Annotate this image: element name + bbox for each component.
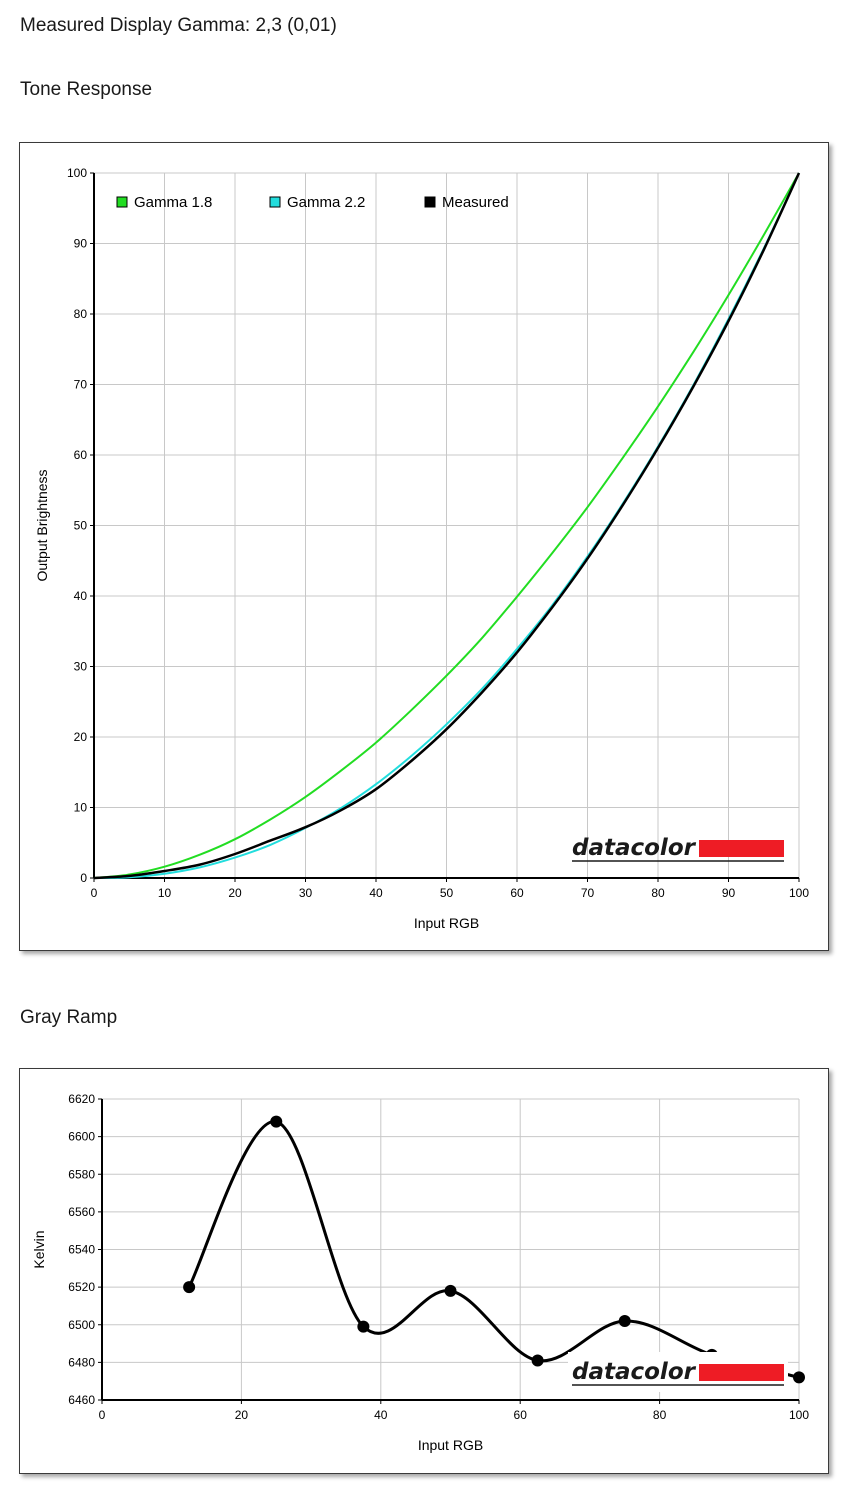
y-tick-label: 100 xyxy=(67,166,87,180)
kelvin-point-2 xyxy=(270,1115,283,1128)
x-tick-label: 20 xyxy=(228,886,242,900)
y-tick-label: 6480 xyxy=(68,1355,95,1369)
y-tick-label: 6580 xyxy=(68,1167,95,1181)
legend-label-2: Gamma 2.2 xyxy=(287,194,365,211)
y-axis-title: Kelvin xyxy=(31,1230,47,1268)
x-tick-label: 80 xyxy=(653,1408,667,1422)
x-tick-label: 30 xyxy=(299,886,313,900)
y-tick-label: 80 xyxy=(74,307,88,321)
gray-ramp-chart: 0 20 40 60 80 100 6460 6480 6500 6520 6540 6560 6580… xyxy=(19,1068,829,1474)
legend-swatch-1 xyxy=(116,196,128,208)
y-tick-label: 6620 xyxy=(68,1092,95,1106)
y-tick-label: 6540 xyxy=(68,1243,95,1257)
y-tick-label: 6500 xyxy=(68,1318,95,1332)
gray-ramp-svg: 0 20 40 60 80 100 6460 6480 6500 6520 6540 6560 6580… xyxy=(31,1092,809,1453)
x-tick-label: 10 xyxy=(158,886,172,900)
legend-label-3: Measured xyxy=(442,194,509,211)
y-tick-label: 6560 xyxy=(68,1205,95,1219)
y-tick-label: 6460 xyxy=(68,1393,95,1407)
kelvin-point-5 xyxy=(531,1354,544,1367)
x-tick-label: 80 xyxy=(651,886,665,900)
x-tick-label: 90 xyxy=(722,886,736,900)
series-line-1 xyxy=(93,172,800,879)
x-axis-title: Input RGB xyxy=(418,1437,483,1453)
kelvin-point-8 xyxy=(793,1371,805,1384)
datacolor-logo-bar xyxy=(699,840,784,857)
y-tick-label: 0 xyxy=(80,871,87,885)
y-axis-title: Output Brightness xyxy=(34,469,50,581)
y-tick-label: 6600 xyxy=(68,1130,95,1144)
x-tick-label: 100 xyxy=(789,886,809,900)
y-tick-label: 60 xyxy=(74,448,88,462)
x-tick-label: 20 xyxy=(235,1408,249,1422)
gray-ramp-title: Gray Ramp xyxy=(20,1007,118,1028)
y-tick-label: 50 xyxy=(74,519,88,533)
x-tick-label: 40 xyxy=(369,886,383,900)
y-tick-label: 40 xyxy=(74,589,88,603)
tone-response-chart: 0 10 20 30 40 50 60 70 80 90 100 0 10 20 30 40 50 60 70 80 9… xyxy=(19,142,829,951)
datacolor-logo-text: datacolor xyxy=(572,1359,697,1385)
kelvin-point-1 xyxy=(183,1281,196,1294)
x-tick-label: 60 xyxy=(510,886,524,900)
x-tick-label: 60 xyxy=(514,1408,528,1422)
tone-response-svg: 0 10 20 30 40 50 60 70 80 90 100 0 10 20 30 40 50 60 70 80 9… xyxy=(34,166,809,931)
kelvin-point-6 xyxy=(618,1314,631,1327)
legend-swatch-3 xyxy=(424,196,436,208)
x-tick-label: 70 xyxy=(581,886,595,900)
measured-gamma-heading: Measured Display Gamma: 2,3 (0,01) xyxy=(20,15,337,36)
y-tick-label: 30 xyxy=(74,660,88,674)
kelvin-point-3 xyxy=(357,1320,370,1333)
y-tick-label: 10 xyxy=(74,801,88,815)
x-tick-label: 100 xyxy=(789,1408,809,1422)
x-tick-label: 0 xyxy=(99,1408,106,1422)
x-axis-title: Input RGB xyxy=(414,915,479,931)
y-tick-label: 6520 xyxy=(68,1280,95,1294)
y-tick-label: 70 xyxy=(74,378,88,392)
series-line-3 xyxy=(93,172,801,880)
datacolor-logo-text: datacolor xyxy=(572,835,697,861)
x-tick-label: 40 xyxy=(374,1408,388,1422)
x-tick-label: 0 xyxy=(91,886,98,900)
y-tick-label: 20 xyxy=(74,730,88,744)
datacolor-logo-bar xyxy=(699,1364,784,1381)
legend-label-1: Gamma 1.8 xyxy=(134,194,212,211)
tone-response-title: Tone Response xyxy=(20,79,153,100)
x-tick-label: 50 xyxy=(440,886,454,900)
y-tick-label: 90 xyxy=(74,237,88,251)
kelvin-point-4 xyxy=(444,1284,457,1297)
legend-swatch-2 xyxy=(269,196,281,208)
